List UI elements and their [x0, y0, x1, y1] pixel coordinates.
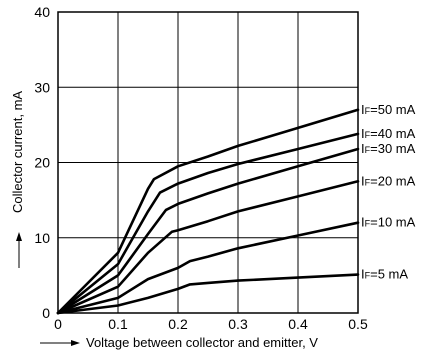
series-label-4: IF=40 mA — [361, 126, 416, 141]
x-tick-label-5: 0.5 — [348, 316, 368, 332]
y-tick-labels: 0 10 20 30 40 — [34, 4, 50, 321]
y-tick-label-1: 10 — [34, 230, 50, 246]
x-axis-title-group: Voltage between collector and emitter, V — [40, 335, 318, 350]
x-tick-label-4: 0.4 — [288, 316, 308, 332]
y-axis-arrow-head — [16, 232, 22, 241]
series-line-1 — [56, 221, 360, 315]
series-label-0: IF=5 mA — [361, 267, 408, 282]
series-line-0 — [56, 273, 360, 315]
y-tick-label-3: 30 — [34, 79, 50, 95]
x-axis-arrow-head — [71, 340, 80, 346]
y-tick-label-4: 40 — [34, 4, 50, 20]
series-line-5 — [56, 108, 360, 315]
x-tick-label-0: 0 — [54, 316, 62, 332]
x-axis-title: Voltage between collector and emitter, V — [86, 335, 318, 350]
curves — [56, 108, 360, 315]
y-axis-title: Collector current, mA — [10, 91, 25, 213]
series-label-5: IF=50 mA — [361, 102, 416, 117]
y-axis-title-group: Collector current, mA — [10, 91, 25, 268]
plot-frame — [57, 11, 359, 314]
series-line-3 — [56, 147, 360, 315]
y-tick-label-2: 20 — [34, 155, 50, 171]
x-tick-label-1: 0.1 — [108, 316, 128, 332]
series-label-2: IF=20 mA — [361, 173, 416, 188]
x-tick-label-2: 0.2 — [168, 316, 188, 332]
series-label-1: IF=10 mA — [361, 215, 416, 230]
y-tick-label-0: 0 — [42, 305, 50, 321]
series-line-2 — [56, 180, 360, 315]
x-tick-labels: 0 0.1 0.2 0.3 0.4 0.5 — [54, 316, 368, 332]
series-line-4 — [56, 132, 360, 315]
x-tick-label-3: 0.3 — [228, 316, 248, 332]
series-label-3: IF=30 mA — [361, 141, 416, 156]
